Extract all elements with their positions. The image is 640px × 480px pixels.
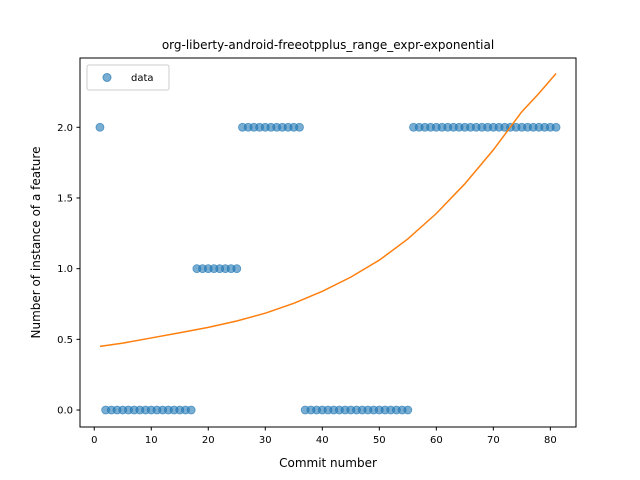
x-tick-label: 70 xyxy=(487,435,500,446)
x-tick-label: 80 xyxy=(544,435,557,446)
x-axis-label: Commit number xyxy=(279,456,377,470)
series-layer xyxy=(95,73,561,415)
x-tick-label: 10 xyxy=(145,435,158,446)
x-tick-label: 50 xyxy=(373,435,386,446)
x-tick-label: 20 xyxy=(202,435,215,446)
x-axis-ticks: 0 10 20 30 40 50 60 70 80 xyxy=(91,427,557,446)
legend-marker-data xyxy=(102,73,112,82)
axes-frame xyxy=(79,57,577,428)
data-point xyxy=(186,405,196,415)
x-tick-label: 30 xyxy=(259,435,272,446)
data-point xyxy=(95,122,105,132)
y-axis-label: Number of instance of a feature xyxy=(29,147,43,339)
data-point xyxy=(403,405,413,415)
y-tick-label: 0.0 xyxy=(57,406,73,417)
x-tick-label: 40 xyxy=(316,435,329,446)
fit-curve xyxy=(99,73,557,348)
y-tick-label: 1.5 xyxy=(57,193,73,204)
data-point xyxy=(232,264,242,274)
y-tick-label: 2.0 xyxy=(57,123,73,134)
y-tick-label: 1.0 xyxy=(57,264,73,275)
data-point xyxy=(551,122,561,132)
legend-label-data: data xyxy=(131,73,154,84)
legend-box xyxy=(86,64,170,91)
y-axis-ticks: 0.0 0.5 1.0 1.5 2.0 xyxy=(57,123,80,417)
legend: data xyxy=(86,64,170,91)
y-tick-label: 0.5 xyxy=(57,335,73,346)
x-tick-label: 0 xyxy=(91,435,97,446)
data-point xyxy=(295,122,304,132)
chart-title: org-liberty-android-freeotpplus_range_ex… xyxy=(162,38,494,52)
x-tick-label: 60 xyxy=(430,435,443,446)
